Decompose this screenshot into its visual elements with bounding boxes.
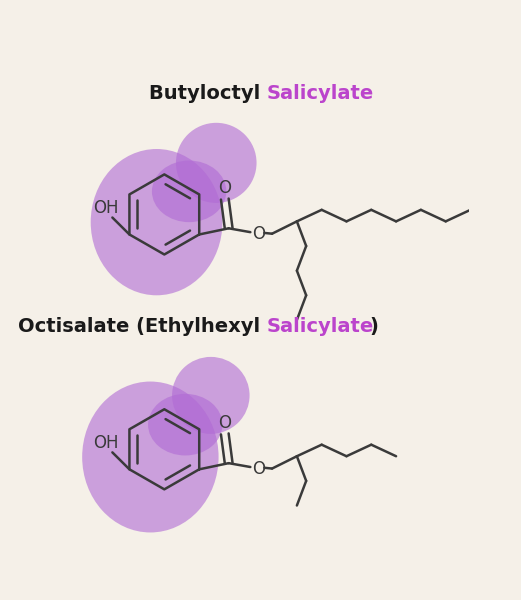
Text: O: O [252,460,265,478]
Ellipse shape [148,394,222,455]
Text: O: O [218,414,231,432]
Text: Salicylate: Salicylate [267,317,374,335]
Ellipse shape [152,161,226,222]
Text: O: O [218,179,231,197]
Text: Salicylate: Salicylate [267,84,374,103]
Text: OH: OH [93,434,119,452]
Text: ): ) [370,317,379,335]
Ellipse shape [176,123,256,203]
Text: Octisalate (Ethylhexyl: Octisalate (Ethylhexyl [18,317,267,335]
Ellipse shape [172,357,250,434]
Ellipse shape [82,382,219,532]
Ellipse shape [91,149,222,295]
Text: OH: OH [93,199,119,217]
Text: O: O [252,225,265,243]
Text: Butyloctyl: Butyloctyl [148,84,267,103]
